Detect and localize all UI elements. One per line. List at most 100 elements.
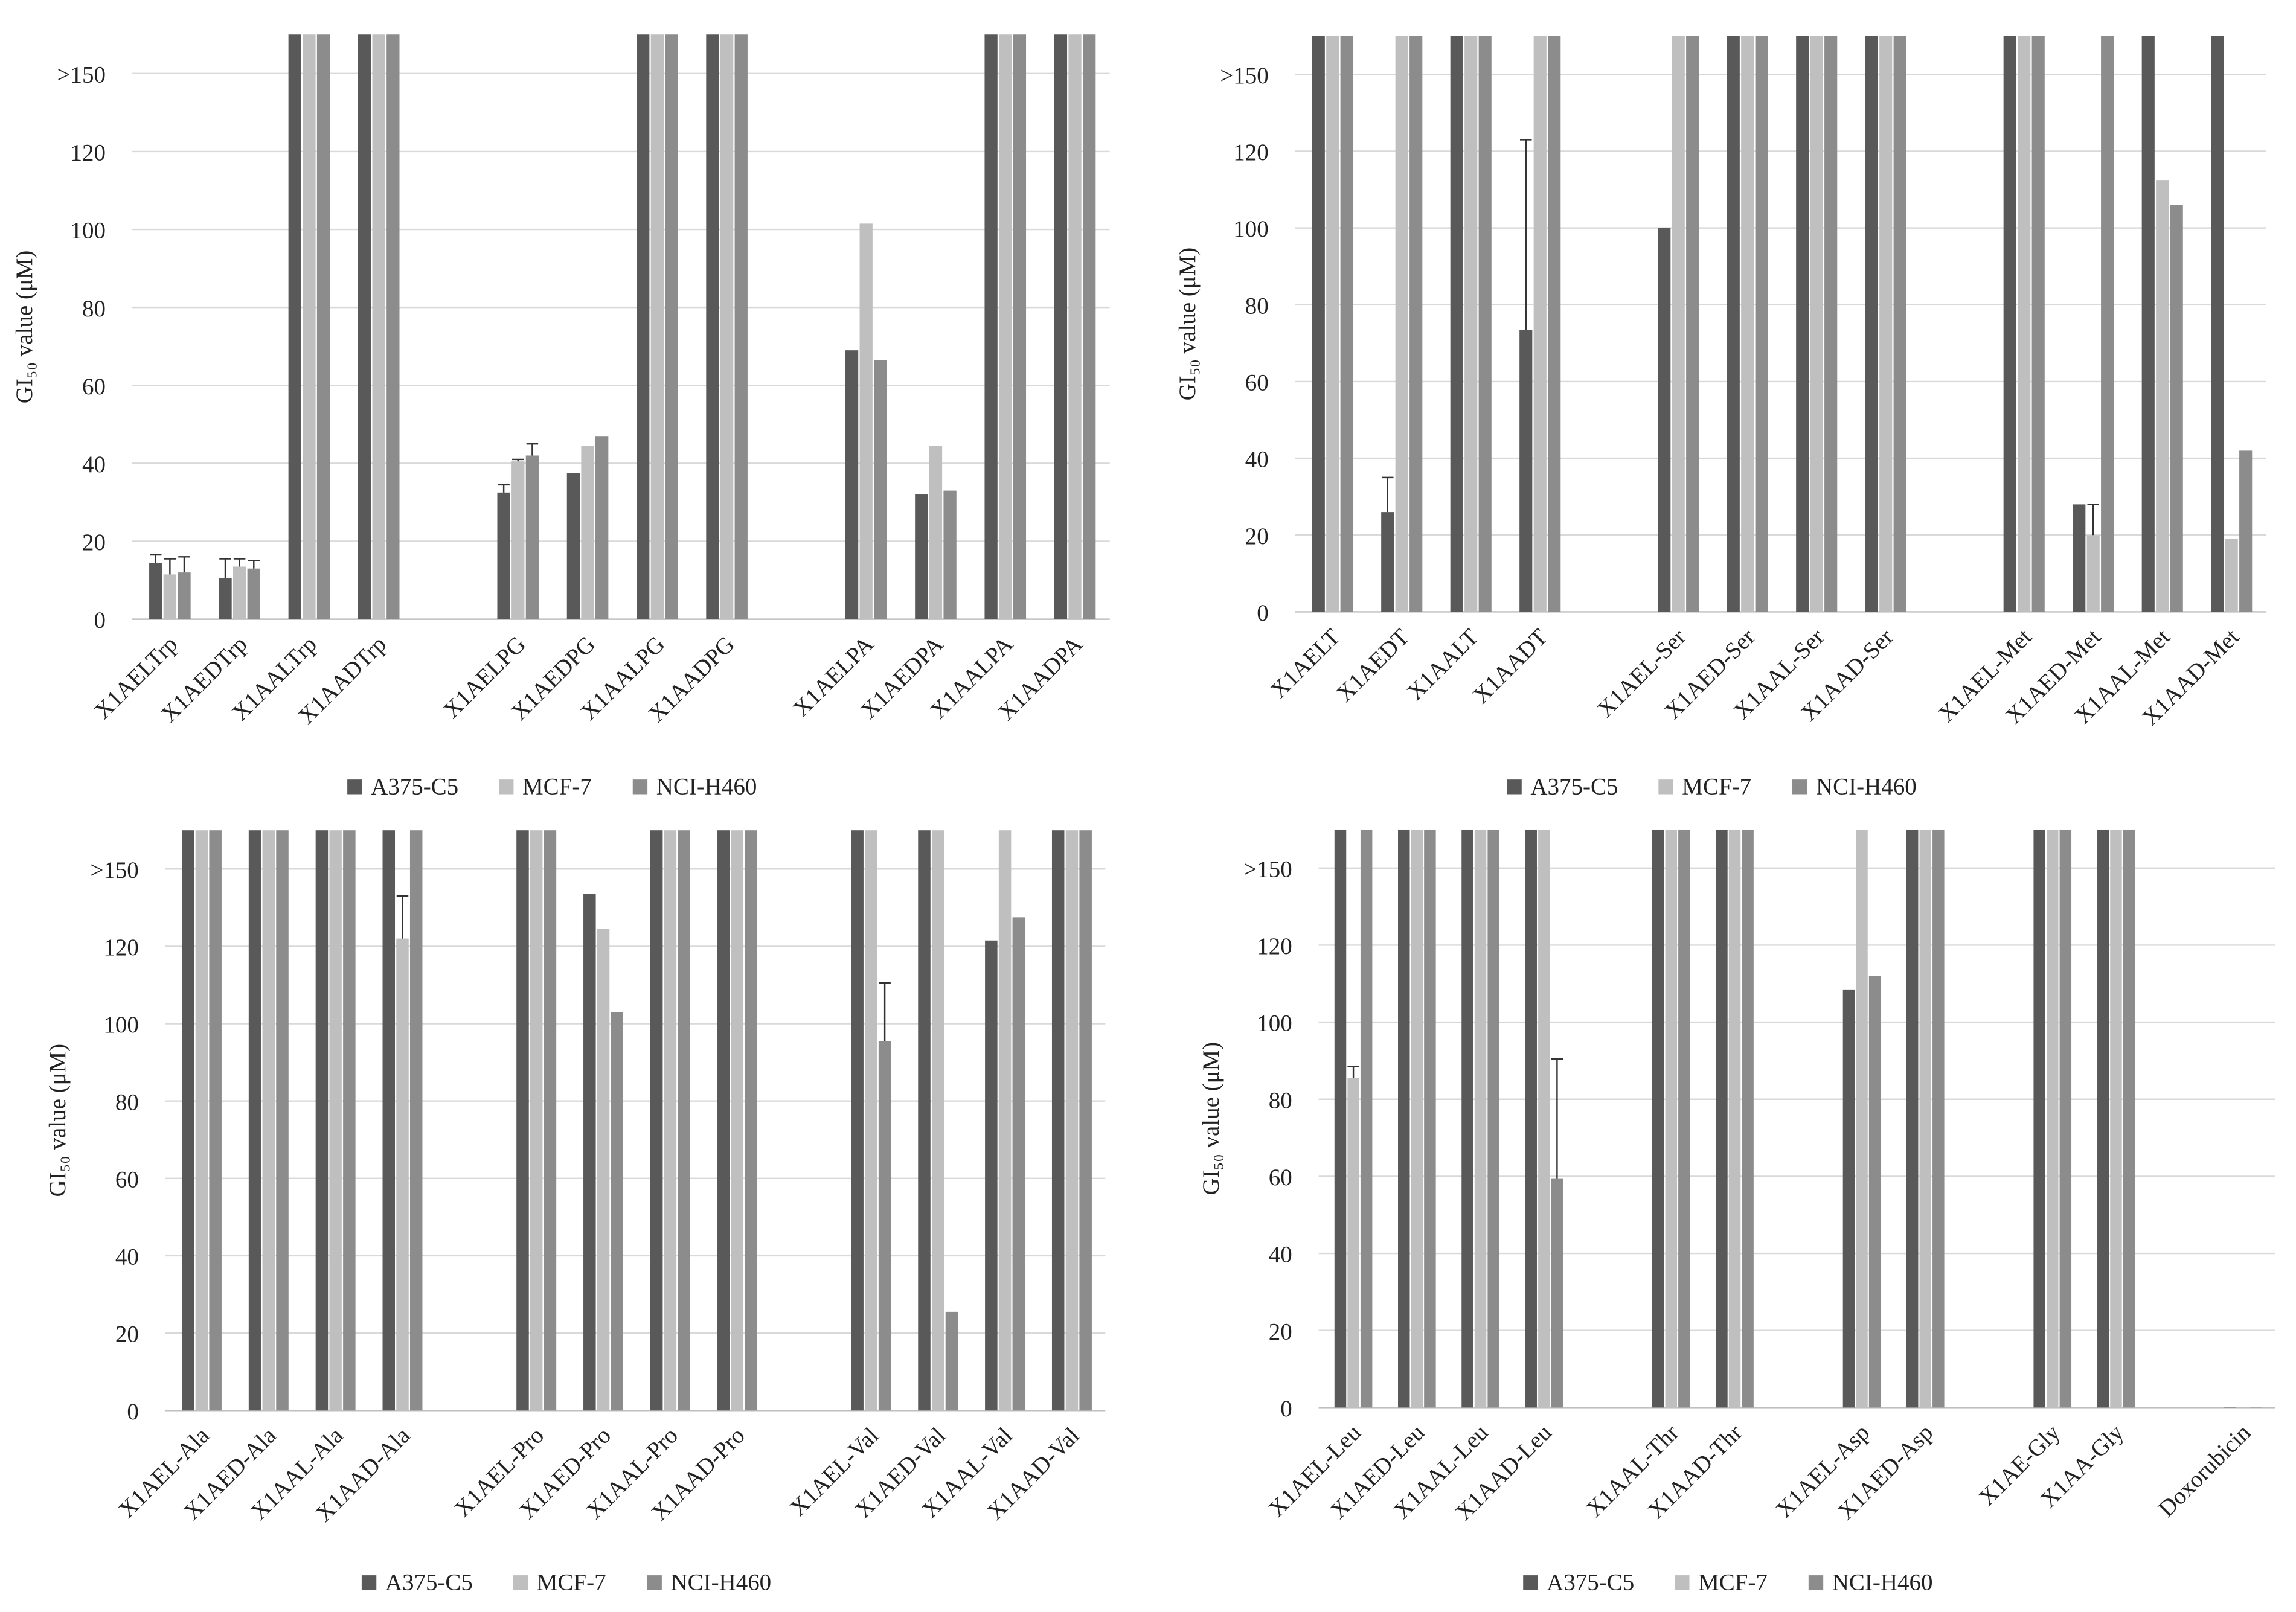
y-tick-label: 120 (1233, 139, 1268, 165)
bar (1082, 34, 1096, 619)
bar (665, 34, 678, 619)
bar (1326, 36, 1339, 612)
bar (1051, 830, 1065, 1411)
bar (637, 34, 650, 619)
error-bar (396, 895, 409, 939)
bar (1312, 36, 1325, 612)
bar (1919, 829, 1931, 1408)
bar (396, 938, 409, 1411)
bar (706, 34, 719, 619)
legend-label: A375-C5 (1530, 774, 1618, 800)
legend-label: NCI-H460 (1816, 774, 1917, 800)
error-bar (1551, 1058, 1563, 1179)
bar (2033, 829, 2045, 1408)
bar (1810, 36, 1823, 612)
error-bar (149, 554, 162, 563)
bar (316, 34, 330, 619)
bar (1906, 829, 1919, 1408)
bar (303, 34, 316, 619)
bar (1728, 829, 1741, 1408)
y-tick-label: >150 (1220, 63, 1268, 89)
bar (329, 830, 342, 1411)
y-tick-label: 80 (1245, 293, 1269, 319)
bar (1478, 36, 1492, 612)
bar (1450, 36, 1463, 612)
y-axis-title: GI₅₀ value (μM) (11, 251, 37, 404)
bar (1360, 829, 1373, 1408)
bar (382, 830, 396, 1411)
error-bar (233, 558, 246, 567)
bar (1012, 917, 1025, 1411)
y-tick-label: 120 (71, 140, 106, 166)
bar (878, 1041, 891, 1411)
y-axis-title: GI₅₀ value (μM) (45, 1044, 71, 1197)
bar (583, 894, 596, 1411)
bar (1068, 34, 1082, 619)
bar (358, 34, 371, 619)
bar (1893, 36, 1906, 612)
y-tick-label: 0 (94, 607, 106, 633)
bar (731, 830, 743, 1411)
bar (1842, 989, 1855, 1408)
bar (595, 436, 609, 619)
error-bar (1382, 476, 1394, 513)
bar (1409, 36, 1423, 612)
bar (1879, 36, 1893, 612)
bar (845, 350, 859, 619)
legend-label: A375-C5 (1547, 1569, 1634, 1595)
bar (1796, 36, 1809, 612)
y-tick-label: 60 (115, 1166, 139, 1192)
y-tick-label: 60 (1245, 370, 1269, 396)
y-tick-label: >150 (1243, 856, 1292, 882)
bar (931, 830, 944, 1411)
legend-label: MCF-7 (537, 1569, 606, 1595)
legend-swatch (1675, 1575, 1690, 1590)
bar (945, 1311, 958, 1411)
bar (851, 830, 864, 1411)
bar (525, 455, 539, 619)
bar (1865, 36, 1878, 612)
bar (1411, 829, 1423, 1408)
bar (1665, 829, 1678, 1408)
bar (929, 446, 943, 619)
bar (1525, 829, 1537, 1408)
x-tick-label: Doxorubicin (2153, 1419, 2256, 1522)
bar (985, 940, 998, 1411)
bar (678, 830, 690, 1411)
bar (386, 34, 400, 619)
y-tick-label: 40 (1269, 1242, 1292, 1268)
bar (865, 830, 877, 1411)
bar (149, 563, 162, 619)
bar (1678, 829, 1690, 1408)
y-tick-label: 100 (103, 1012, 138, 1038)
y-tick-label: 20 (115, 1322, 139, 1348)
bar (1424, 829, 1436, 1408)
y-tick-label: 80 (1269, 1087, 1292, 1113)
bar (2211, 36, 2224, 612)
bar (1519, 330, 1533, 612)
y-tick-label: 100 (71, 218, 106, 244)
bar (530, 830, 543, 1411)
bar (1079, 830, 1092, 1411)
bar (1856, 829, 1868, 1408)
y-axis-title: GI₅₀ value (μM) (1175, 248, 1201, 401)
legend-label: NCI-H460 (1832, 1569, 1933, 1595)
y-tick-label: 80 (115, 1089, 139, 1115)
bar (315, 830, 329, 1411)
bar (1340, 36, 1353, 612)
y-tick-label: >150 (57, 62, 106, 88)
bar (734, 34, 748, 619)
bar (1461, 829, 1473, 1408)
legend-swatch (361, 1575, 377, 1590)
legend-swatch (1808, 1575, 1824, 1590)
y-tick-label: 20 (1245, 523, 1269, 549)
bar (1054, 34, 1068, 619)
bar (2239, 450, 2253, 612)
y-axis-title: GI₅₀ value (μM) (1198, 1042, 1224, 1195)
bar (2170, 205, 2183, 612)
bar (1716, 829, 1728, 1408)
bar (247, 568, 260, 619)
bar (2059, 829, 2072, 1408)
legend-swatch (513, 1575, 528, 1590)
